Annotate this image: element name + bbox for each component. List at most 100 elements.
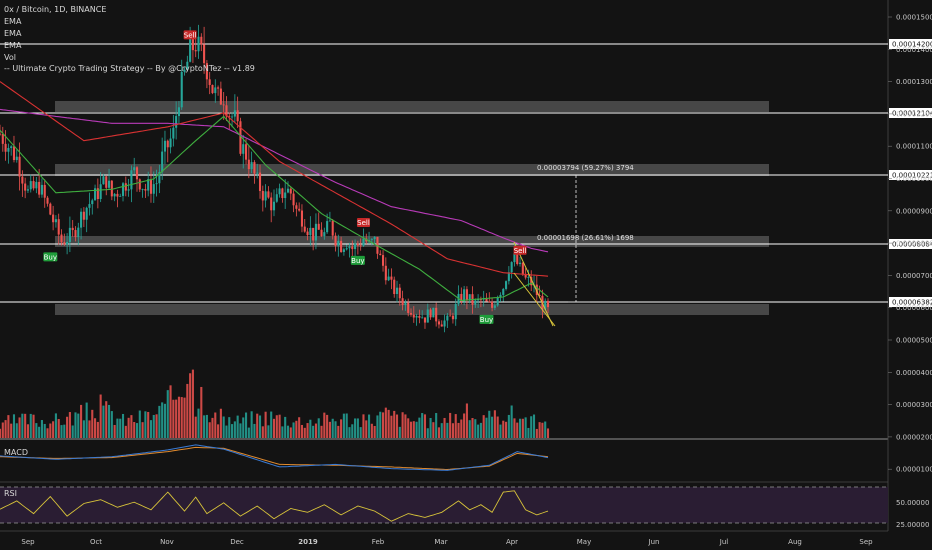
candle-body xyxy=(256,172,259,174)
volume-bar xyxy=(292,422,295,438)
candle-body xyxy=(359,245,362,247)
volume-bar xyxy=(250,411,253,438)
volume-bar xyxy=(96,421,99,438)
candle-body xyxy=(513,253,516,263)
candle-body xyxy=(155,183,158,185)
candle-body xyxy=(493,305,496,308)
volume-bar xyxy=(239,423,242,438)
volume-bar xyxy=(205,414,208,438)
candle-body xyxy=(320,229,323,237)
candle-body xyxy=(488,301,491,303)
volume-bar xyxy=(194,416,197,438)
volume-bar xyxy=(172,399,175,438)
wedge-lower-line[interactable] xyxy=(513,272,556,327)
candle-body xyxy=(113,193,116,197)
candle-body xyxy=(219,88,222,105)
volume-bar xyxy=(281,426,284,438)
candle-body xyxy=(404,302,407,306)
zone-box[interactable] xyxy=(55,164,769,176)
horizontal-levels[interactable]: 0.00014200 0.00012104 0.00010221 0.00008084… xyxy=(0,39,932,307)
candle-body xyxy=(351,246,354,250)
candle-body xyxy=(491,301,494,308)
level-price-tag xyxy=(889,39,932,49)
volume-bar xyxy=(544,421,547,438)
ema-mid-line xyxy=(0,81,549,277)
volume-bar xyxy=(348,427,351,438)
volume-bar xyxy=(7,415,10,438)
zone-box[interactable] xyxy=(55,236,769,247)
level-price-label: 0.00012104 xyxy=(892,110,932,118)
falling-wedge[interactable] xyxy=(513,241,556,327)
candle-body xyxy=(189,37,192,62)
volume-bar xyxy=(24,413,27,438)
volume-bar xyxy=(376,415,379,438)
candle-body xyxy=(172,127,175,139)
volume-bar xyxy=(362,414,365,438)
candle-body xyxy=(169,138,172,148)
volume-bar xyxy=(306,423,309,438)
volume-bar xyxy=(191,369,194,438)
volume-bar xyxy=(415,421,418,438)
volume-bar xyxy=(113,424,116,438)
volume-bar xyxy=(161,402,164,438)
zone-box[interactable] xyxy=(55,101,769,112)
candle-body xyxy=(63,242,66,245)
x-tick-label: Feb xyxy=(372,538,385,546)
x-tick-label: Oct xyxy=(90,538,102,546)
volume-bar xyxy=(298,417,301,438)
candle-body xyxy=(446,315,449,321)
volume-bar xyxy=(429,417,432,438)
volume-bar xyxy=(334,421,337,438)
candle-body xyxy=(88,204,91,208)
candle-body xyxy=(124,183,127,191)
volume-bar xyxy=(217,424,220,438)
volume-bar xyxy=(337,425,340,438)
zone-box[interactable] xyxy=(55,304,769,315)
volume-bar xyxy=(435,413,438,438)
wedge-upper-line[interactable] xyxy=(513,241,554,327)
volume-bar xyxy=(203,415,206,438)
volume-bar xyxy=(460,419,463,438)
volume-bar xyxy=(18,417,21,438)
volume-bar xyxy=(158,405,161,438)
rsi-label: RSI xyxy=(4,489,17,498)
candle-body xyxy=(384,265,387,281)
time-axis[interactable]: Sep Oct Nov Dec 2019 Feb Mar Apr May Jun Jul Aug Sep xyxy=(21,538,873,546)
candle-body xyxy=(261,190,264,201)
measurement-tools[interactable]: 0.00003794 (59.27%) 3794 0.00001698 (26.… xyxy=(537,164,634,303)
volume-bar xyxy=(440,423,443,438)
candle-body xyxy=(46,197,49,204)
candle-body xyxy=(186,61,189,70)
volume-bar xyxy=(409,421,413,438)
candle-body xyxy=(449,315,452,317)
candle-body xyxy=(314,223,317,241)
candle-body xyxy=(147,179,150,191)
candle-body xyxy=(158,172,161,184)
volume-bar xyxy=(505,421,508,438)
candle-body xyxy=(485,298,488,302)
ema-slow-line xyxy=(0,108,549,253)
candle-body xyxy=(437,321,441,325)
volume-bar xyxy=(513,418,516,438)
candle-body xyxy=(544,300,547,310)
volume-bar xyxy=(29,413,32,438)
candle-body xyxy=(24,183,27,191)
candle-body xyxy=(345,248,348,250)
volume-bar xyxy=(85,402,88,438)
volume-bar xyxy=(130,415,133,438)
volume-bar xyxy=(303,427,306,438)
candle-body xyxy=(295,205,298,209)
candle-body xyxy=(524,274,527,278)
candle-body xyxy=(250,162,253,170)
volume-bar xyxy=(133,422,136,438)
volume-bar xyxy=(147,411,150,438)
candle-body xyxy=(0,133,2,135)
volume-bar xyxy=(423,414,427,438)
x-tick-label: Apr xyxy=(506,538,518,546)
candle-body xyxy=(52,214,55,223)
